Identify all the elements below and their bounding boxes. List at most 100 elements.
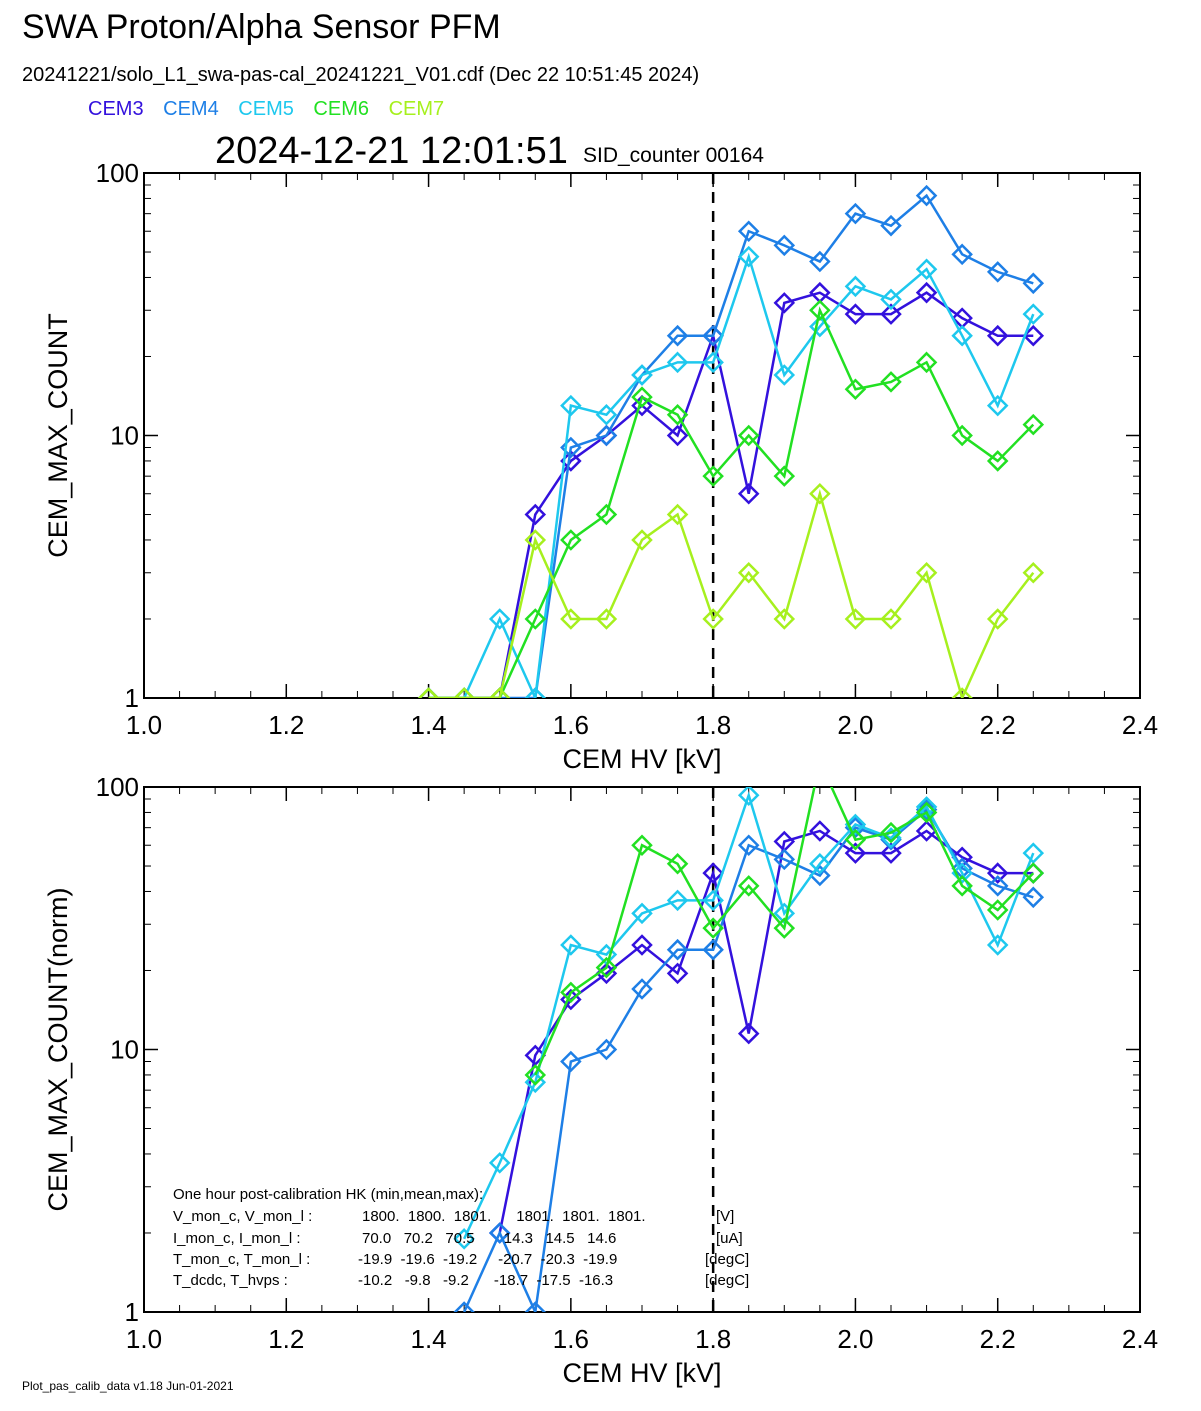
timestamp: 2024-12-21 12:01:51 [215,130,568,172]
y-tick-label: 10 [110,1035,139,1065]
series-cem4-point [560,1050,582,1073]
y-tick-label: 1 [125,1297,139,1327]
series-cem4-point [915,798,938,821]
series-cem7-point [666,503,689,526]
series-cem5-point [488,1152,511,1174]
series-cem6-line [534,787,1035,1076]
series-cem3-point [631,394,653,417]
series-cem4-point [666,324,689,347]
x-tick-label: 2.0 [837,1324,873,1354]
x-tick-label: 1.6 [553,710,589,740]
chart-top: 1.0 1.2 1.4 1.6 1.8 2.0 2.2 2.4 1 10 100 CEM HV [kV… [43,158,1158,774]
series-cem3-point [986,862,1009,884]
series-group [453,753,1045,1312]
series-cem4-point [986,261,1009,283]
series-cem3-point [524,503,547,526]
x-axis-label: CEM HV [kV] [562,1358,721,1388]
series-cem6-point [737,424,760,447]
series-cem6-point [524,608,547,630]
series-cem7-point [844,608,867,630]
series-cem7-point [453,687,475,698]
series-cem6-point [811,753,829,771]
series-cem4-point [595,424,618,447]
series-cem3-point [844,303,867,325]
series-cem6-point [666,403,689,426]
series-cem4-line [428,193,1034,698]
series-cem3-point [631,934,653,956]
series-cem7-point [737,561,760,584]
series-cem4-point [666,938,689,961]
series-cem7-point [560,608,582,630]
series-cem5-point [702,351,724,374]
series-cem3-point [737,1022,760,1045]
series-cem5-point [951,862,973,884]
series-cem5-point [844,275,867,298]
hk-row-label: T_dcdc, T_hvps : [173,1272,288,1289]
series-cem6-point [737,875,760,897]
series-cem3-line [428,291,1034,698]
x-tick-label: 1.0 [126,710,162,740]
series-cem6-point [702,465,724,487]
series-cem5-point [773,364,796,386]
y-tick-label: 100 [96,158,139,188]
y-tick-label: 100 [96,772,139,802]
hk-title: One hour post-calibration HK (min,mean,m… [173,1186,483,1203]
x-tick-label: 1.0 [126,1324,162,1354]
series-cem4-point [809,250,831,273]
series-cem7-point [417,687,440,698]
series-cem5-point [915,796,938,818]
series-cem5-point [809,852,831,875]
series-cem3-point [666,962,689,985]
series-cem4-point [737,834,760,857]
series-cem5-point [631,364,653,386]
legend: CEM3 CEM4 CEM5 CEM6 CEM7 [88,98,458,121]
legend-item-cem6: CEM6 [313,98,369,120]
series-cem5-line [463,791,1035,1240]
series-cem4-point [702,324,724,347]
x-tick-label: 2.0 [837,710,873,740]
series-cem3-point [666,424,689,447]
series-cem5-point [702,889,724,912]
series-cem7-point [595,608,618,630]
series-cem6-point [1022,862,1045,884]
legend-item-cem7: CEM7 [388,98,445,120]
series-cem7-point [524,529,547,551]
hk-row-label: T_mon_c, T_mon_l : [173,1251,310,1268]
series-cem6-point [1022,413,1045,436]
series-cem6-point [986,899,1009,921]
series-cem4-point [595,1038,618,1061]
x-tick-label: 2.2 [980,710,1016,740]
series-cem5-point [986,394,1009,417]
legend-item-cem4: CEM4 [163,98,219,120]
series-cem4-point [453,1301,475,1312]
x-tick-label: 2.4 [1122,1324,1158,1354]
series-cem7-point [986,608,1009,630]
series-cem3-point [915,820,938,842]
series-cem4-point [1022,272,1045,295]
series-cem5-point [1022,303,1045,325]
hk-row-unit: [degC] [705,1251,749,1268]
series-cem5-line [428,252,1035,698]
series-cem6-point [773,917,796,939]
x-tick-label: 1.6 [553,1324,589,1354]
hk-row-values: -10.2 -9.8 -9.2 -18.7 -17.5 -16.3 [358,1272,613,1289]
series-cem4-point [631,978,653,1000]
series-cem6-point [631,834,653,857]
series-cem6-point [915,801,938,824]
series-cem4-point [524,1301,547,1312]
x-tick-label: 2.4 [1122,710,1158,740]
x-tick-label: 1.8 [695,1324,731,1354]
y-axis-label: CEM_MAX_COUNT [43,313,73,558]
x-tick-label: 2.2 [980,1324,1016,1354]
x-tick-label: 1.4 [410,710,446,740]
series-cem7-line [428,489,1035,698]
series-cem5-point [595,403,618,426]
hk-row-values: 70.0 70.2 70.5 14.3 14.5 14.6 [362,1230,616,1247]
series-cem4-point [488,1222,511,1244]
y-axis-label: CEM_MAX_COUNT(norm) [43,887,73,1211]
series-cem5-point [880,288,902,311]
hk-row-unit: [V] [716,1208,734,1225]
series-cem6-point [880,821,902,844]
series-cem7-point [488,687,511,698]
series-cem3-point [880,842,902,864]
